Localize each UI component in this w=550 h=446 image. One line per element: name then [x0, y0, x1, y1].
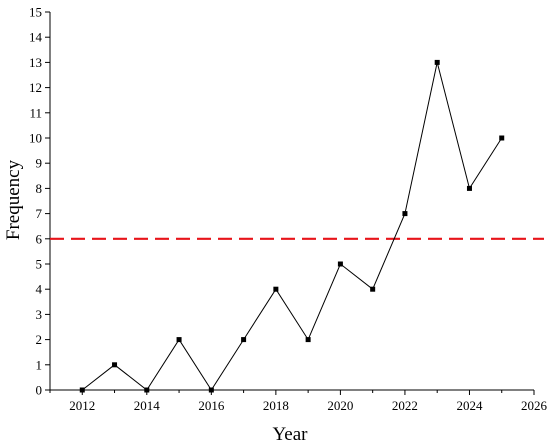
series-line [81, 62, 503, 391]
x-tick-label: 2026 [521, 398, 548, 413]
data-point [208, 387, 214, 393]
y-tick-label: 3 [36, 307, 43, 322]
data-point [466, 185, 472, 191]
y-tick-label: 1 [36, 357, 43, 372]
y-tick-label: 13 [29, 55, 42, 70]
data-point [370, 286, 376, 292]
y-tick-label: 2 [36, 332, 43, 347]
y-tick-label: 15 [29, 5, 42, 20]
plot-area: 2012 2014 2016 2018 2020 2022 2024 2026 0123456… [29, 5, 548, 414]
x-axis-ticks: 2012 2014 2016 2018 2020 2022 2024 2026 [49, 390, 548, 413]
y-tick-label: 5 [36, 257, 43, 272]
y-tick-label: 6 [36, 231, 43, 246]
data-point [79, 387, 85, 393]
y-tick-label: 9 [36, 156, 43, 171]
data-point [273, 286, 279, 292]
data-point [176, 337, 182, 343]
x-axis-title: Year [272, 424, 308, 445]
x-tick-label: 2022 [392, 398, 418, 413]
y-axis-title: Frequency [3, 159, 24, 240]
y-tick-label: 10 [29, 131, 42, 146]
y-tick-label: 14 [29, 30, 43, 45]
x-tick-label: 2020 [327, 398, 353, 413]
x-tick-label: 2012 [69, 398, 95, 413]
y-tick-label: 7 [36, 206, 43, 221]
data-point [241, 337, 247, 343]
y-tick-label: 11 [29, 105, 42, 120]
x-tick-label: 2024 [456, 398, 483, 413]
y-tick-label: 8 [36, 181, 43, 196]
y-tick-label: 0 [36, 383, 43, 398]
data-point [144, 387, 150, 393]
data-point [305, 337, 311, 343]
x-tick-label: 2014 [134, 398, 161, 413]
data-point [337, 261, 343, 267]
y-tick-label: 12 [29, 80, 42, 95]
data-point [499, 135, 505, 141]
data-point [434, 59, 440, 65]
data-point [402, 211, 408, 217]
y-tick-label: 4 [36, 282, 43, 297]
x-tick-label: 2018 [263, 398, 289, 413]
x-tick-label: 2016 [198, 398, 225, 413]
data-points [79, 59, 505, 393]
data-point [112, 362, 118, 368]
